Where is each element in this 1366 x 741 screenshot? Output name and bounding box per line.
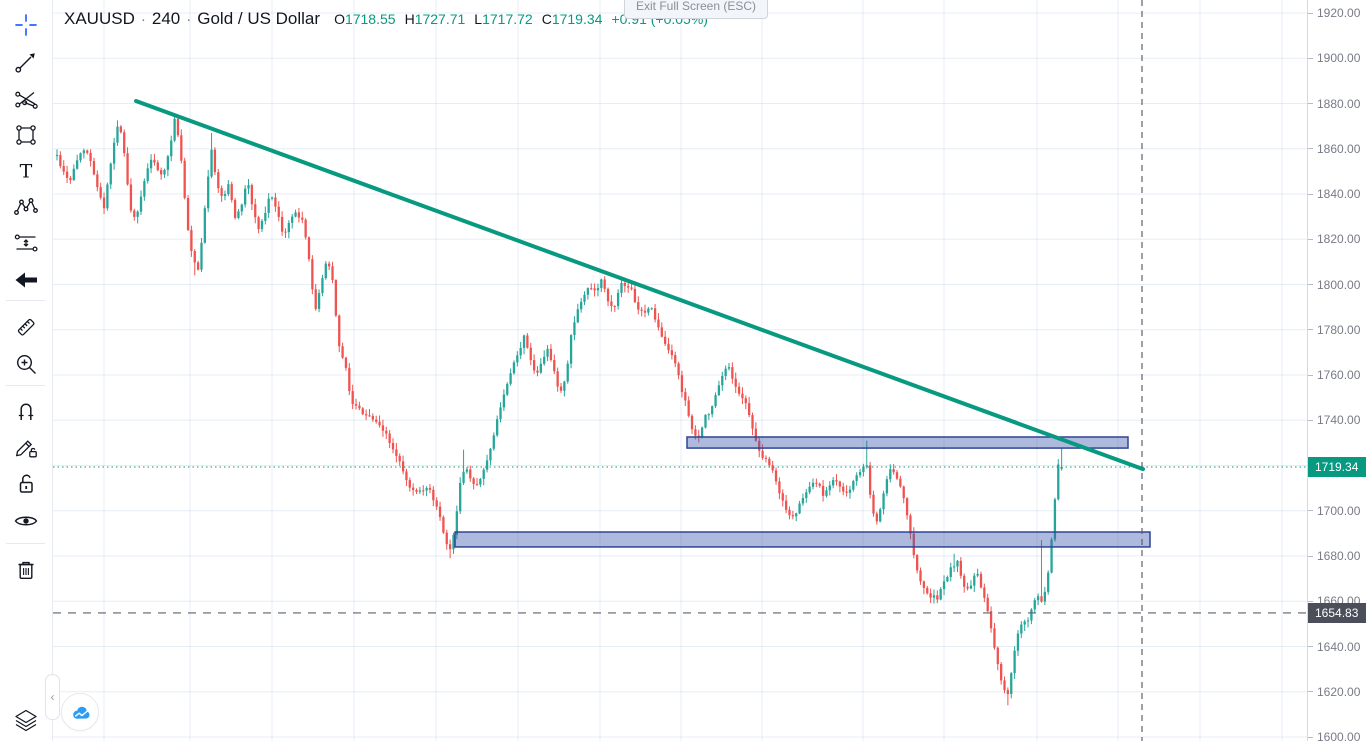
magnet-icon — [18, 403, 34, 420]
supply-zone-rectangle[interactable] — [686, 436, 1129, 449]
arrow-marker-tool[interactable] — [9, 263, 43, 297]
price-tick: 1700.00 — [1308, 504, 1360, 518]
price-tick: 1880.00 — [1308, 97, 1360, 111]
unlocked-padlock-icon — [19, 474, 33, 493]
high-label: H — [404, 11, 415, 27]
layers-icon — [15, 709, 37, 732]
toolbar-divider — [6, 385, 45, 386]
candlestick-chart-canvas[interactable] — [0, 0, 1307, 741]
trend-line-tool[interactable] — [9, 45, 43, 79]
ohlc-values: O1718.55 H1727.71 L1717.72 C1719.34 — [334, 11, 602, 27]
symbol-description: Gold / US Dollar — [197, 9, 321, 28]
level-price-label[interactable]: 1654.83 — [1308, 602, 1366, 623]
drawing-toolbar: T — [0, 0, 53, 741]
candlestick-series[interactable] — [55, 115, 1063, 706]
symbol-name[interactable]: XAUUSD — [64, 9, 135, 28]
price-tick: 1620.00 — [1308, 685, 1360, 699]
current-price-label: 1719.34 — [1308, 456, 1366, 477]
text-tool[interactable]: T — [9, 154, 43, 188]
trend-line-icon — [15, 53, 35, 73]
exit-fullscreen-tooltip: Exit Full Screen (ESC) — [624, 0, 769, 19]
toolbar-collapse-handle[interactable]: ‹ — [45, 674, 60, 720]
close-label: C — [541, 11, 552, 27]
magnifier-plus-icon — [16, 354, 36, 374]
price-tick: 1920.00 — [1308, 6, 1360, 20]
gann-fib-icon — [15, 91, 38, 109]
lock-all-drawings-tool[interactable] — [9, 467, 43, 501]
crosshair-cursor-tool[interactable] — [9, 8, 43, 42]
price-tick: 1640.00 — [1308, 640, 1360, 654]
price-tick: 1820.00 — [1308, 232, 1360, 246]
toolbar-divider — [6, 300, 45, 301]
price-tick: 1800.00 — [1308, 278, 1360, 292]
price-tick: 1600.00 — [1308, 730, 1360, 741]
stay-in-drawing-mode-tool[interactable] — [9, 430, 43, 464]
object-tree-tool[interactable] — [9, 704, 43, 738]
legend-separator: · — [186, 11, 192, 28]
cloud-chart-logo-icon — [73, 706, 90, 719]
hide-all-drawings-tool[interactable] — [9, 504, 43, 538]
trash-icon — [18, 561, 34, 580]
xabcd-pattern-icon — [14, 198, 38, 215]
pencil-lock-icon — [15, 440, 37, 458]
symbol-legend: XAUUSD · 240 · Gold / US Dollar O1718.55… — [64, 9, 708, 29]
prediction-icon — [14, 234, 38, 252]
price-axis[interactable]: 1920.00 1900.00 1880.00 1860.00 1840.00 1820.… — [1307, 0, 1366, 741]
crosshair-icon — [15, 14, 37, 36]
low-value: 1717.72 — [482, 11, 533, 27]
arrow-left-icon — [15, 272, 37, 288]
toolbar-divider — [6, 543, 45, 544]
price-tick: 1760.00 — [1308, 368, 1360, 382]
price-tick: 1900.00 — [1308, 51, 1360, 65]
price-tick: 1860.00 — [1308, 142, 1360, 156]
remove-all-drawings-tool[interactable] — [9, 553, 43, 587]
low-label: L — [474, 11, 483, 27]
price-tick: 1680.00 — [1308, 549, 1360, 563]
interval-value[interactable]: 240 — [151, 9, 181, 28]
eye-icon — [14, 516, 38, 526]
close-value: 1719.34 — [551, 11, 603, 27]
gann-fib-tool[interactable] — [9, 82, 43, 116]
price-tick: 1840.00 — [1308, 187, 1360, 201]
rectangle-shape-icon — [16, 125, 36, 145]
descending-trendline[interactable] — [134, 99, 1145, 472]
price-tick: 1740.00 — [1308, 413, 1360, 427]
demand-zone-rectangle[interactable] — [454, 531, 1151, 548]
symbol-logo-button[interactable] — [61, 693, 99, 731]
open-label: O — [334, 11, 345, 27]
xabcd-pattern-tool[interactable] — [9, 190, 43, 224]
ruler-icon — [17, 318, 35, 336]
prediction-tool[interactable] — [9, 226, 43, 260]
high-value: 1727.71 — [414, 11, 466, 27]
zoom-in-tool[interactable] — [9, 347, 43, 381]
chart-pane[interactable]: XAUUSD · 240 · Gold / US Dollar O1718.55… — [0, 0, 1307, 741]
legend-separator: · — [140, 11, 146, 28]
text-tool-icon: T — [20, 161, 33, 183]
open-value: 1718.55 — [344, 11, 396, 27]
magnet-tool[interactable] — [9, 394, 43, 428]
grid — [53, 0, 1307, 741]
measure-tool[interactable] — [9, 310, 43, 344]
svg-text:T: T — [20, 161, 33, 183]
geometric-shapes-tool[interactable] — [9, 118, 43, 152]
price-tick: 1780.00 — [1308, 323, 1360, 337]
